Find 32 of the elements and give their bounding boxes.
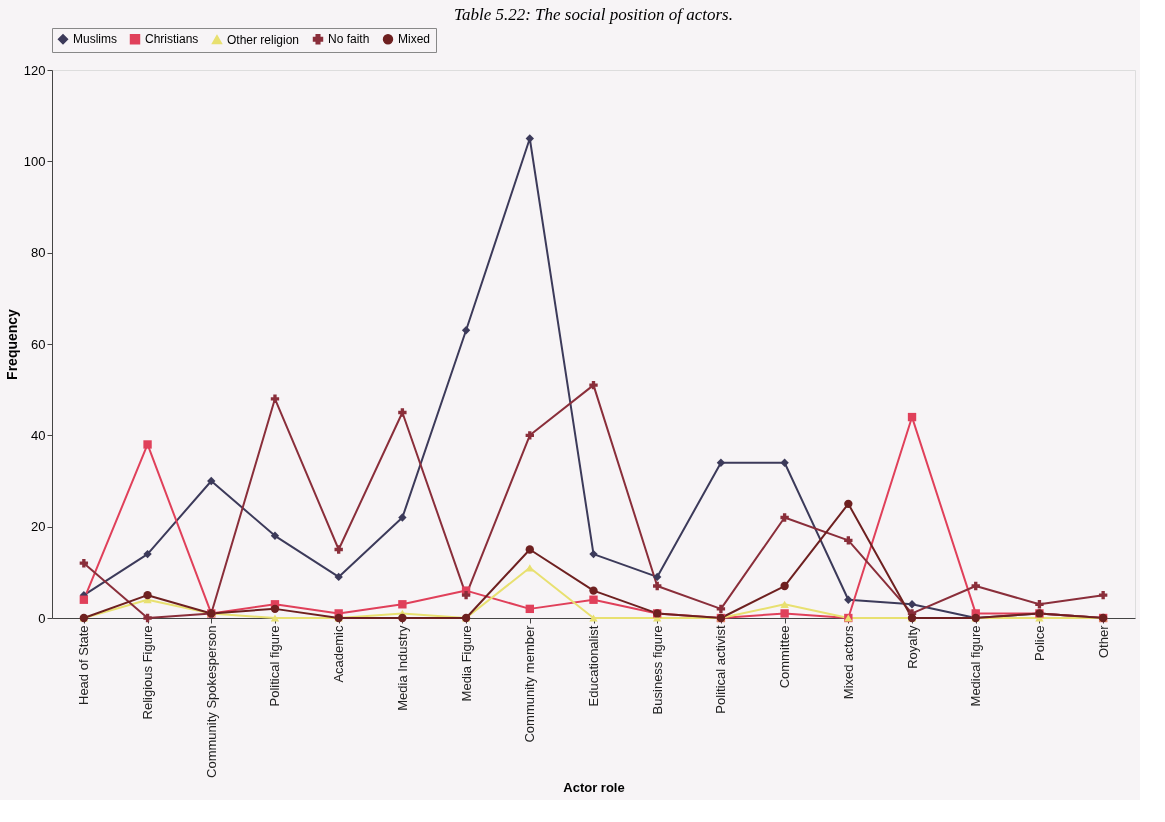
x-tick-label: Political figure xyxy=(267,625,283,707)
x-tick-label: Medical figure xyxy=(968,625,984,707)
x-tick-label: Community Spokesperson xyxy=(203,625,219,778)
x-tick-label: Police xyxy=(1031,625,1047,661)
x-tick-label: Committee xyxy=(777,625,793,689)
x-tick-label: Religious Figure xyxy=(140,625,156,720)
y-tick-label: 20 xyxy=(31,519,46,535)
x-tick-label: Media Figure xyxy=(458,625,474,702)
x-tick-label: Royalty xyxy=(904,625,920,669)
x-tick-label: Academic xyxy=(331,625,347,683)
x-tick-label: Media Industry xyxy=(394,625,410,711)
legend-label: Christians xyxy=(145,32,199,47)
chart-title: Table 5.22: The social position of actors. xyxy=(454,4,733,24)
legend-label: Other religion xyxy=(227,32,300,47)
x-tick-label: Educationalist xyxy=(586,625,601,707)
y-tick-label: 120 xyxy=(23,62,46,78)
x-tick-label: Community member xyxy=(522,624,538,743)
y-tick-label: 0 xyxy=(38,610,46,626)
y-tick-label: 60 xyxy=(31,336,46,352)
legend-label: Muslims xyxy=(73,32,117,47)
x-tick-label: Political activist xyxy=(713,625,729,714)
y-tick-label: 80 xyxy=(31,245,46,261)
legend-label: No faith xyxy=(328,32,370,47)
x-tick-label: Head of State xyxy=(76,625,92,705)
x-axis-title: Actor role xyxy=(563,779,625,795)
y-tick-label: 40 xyxy=(31,427,46,443)
y-axis-title: Frequency xyxy=(3,308,20,380)
x-tick-label: Other xyxy=(1095,624,1111,659)
x-tick-label: Business figure xyxy=(649,625,665,715)
y-tick-label: 100 xyxy=(23,153,46,169)
x-tick-label: Mixed actors xyxy=(840,625,856,700)
legend-label: Mixed xyxy=(398,32,431,47)
